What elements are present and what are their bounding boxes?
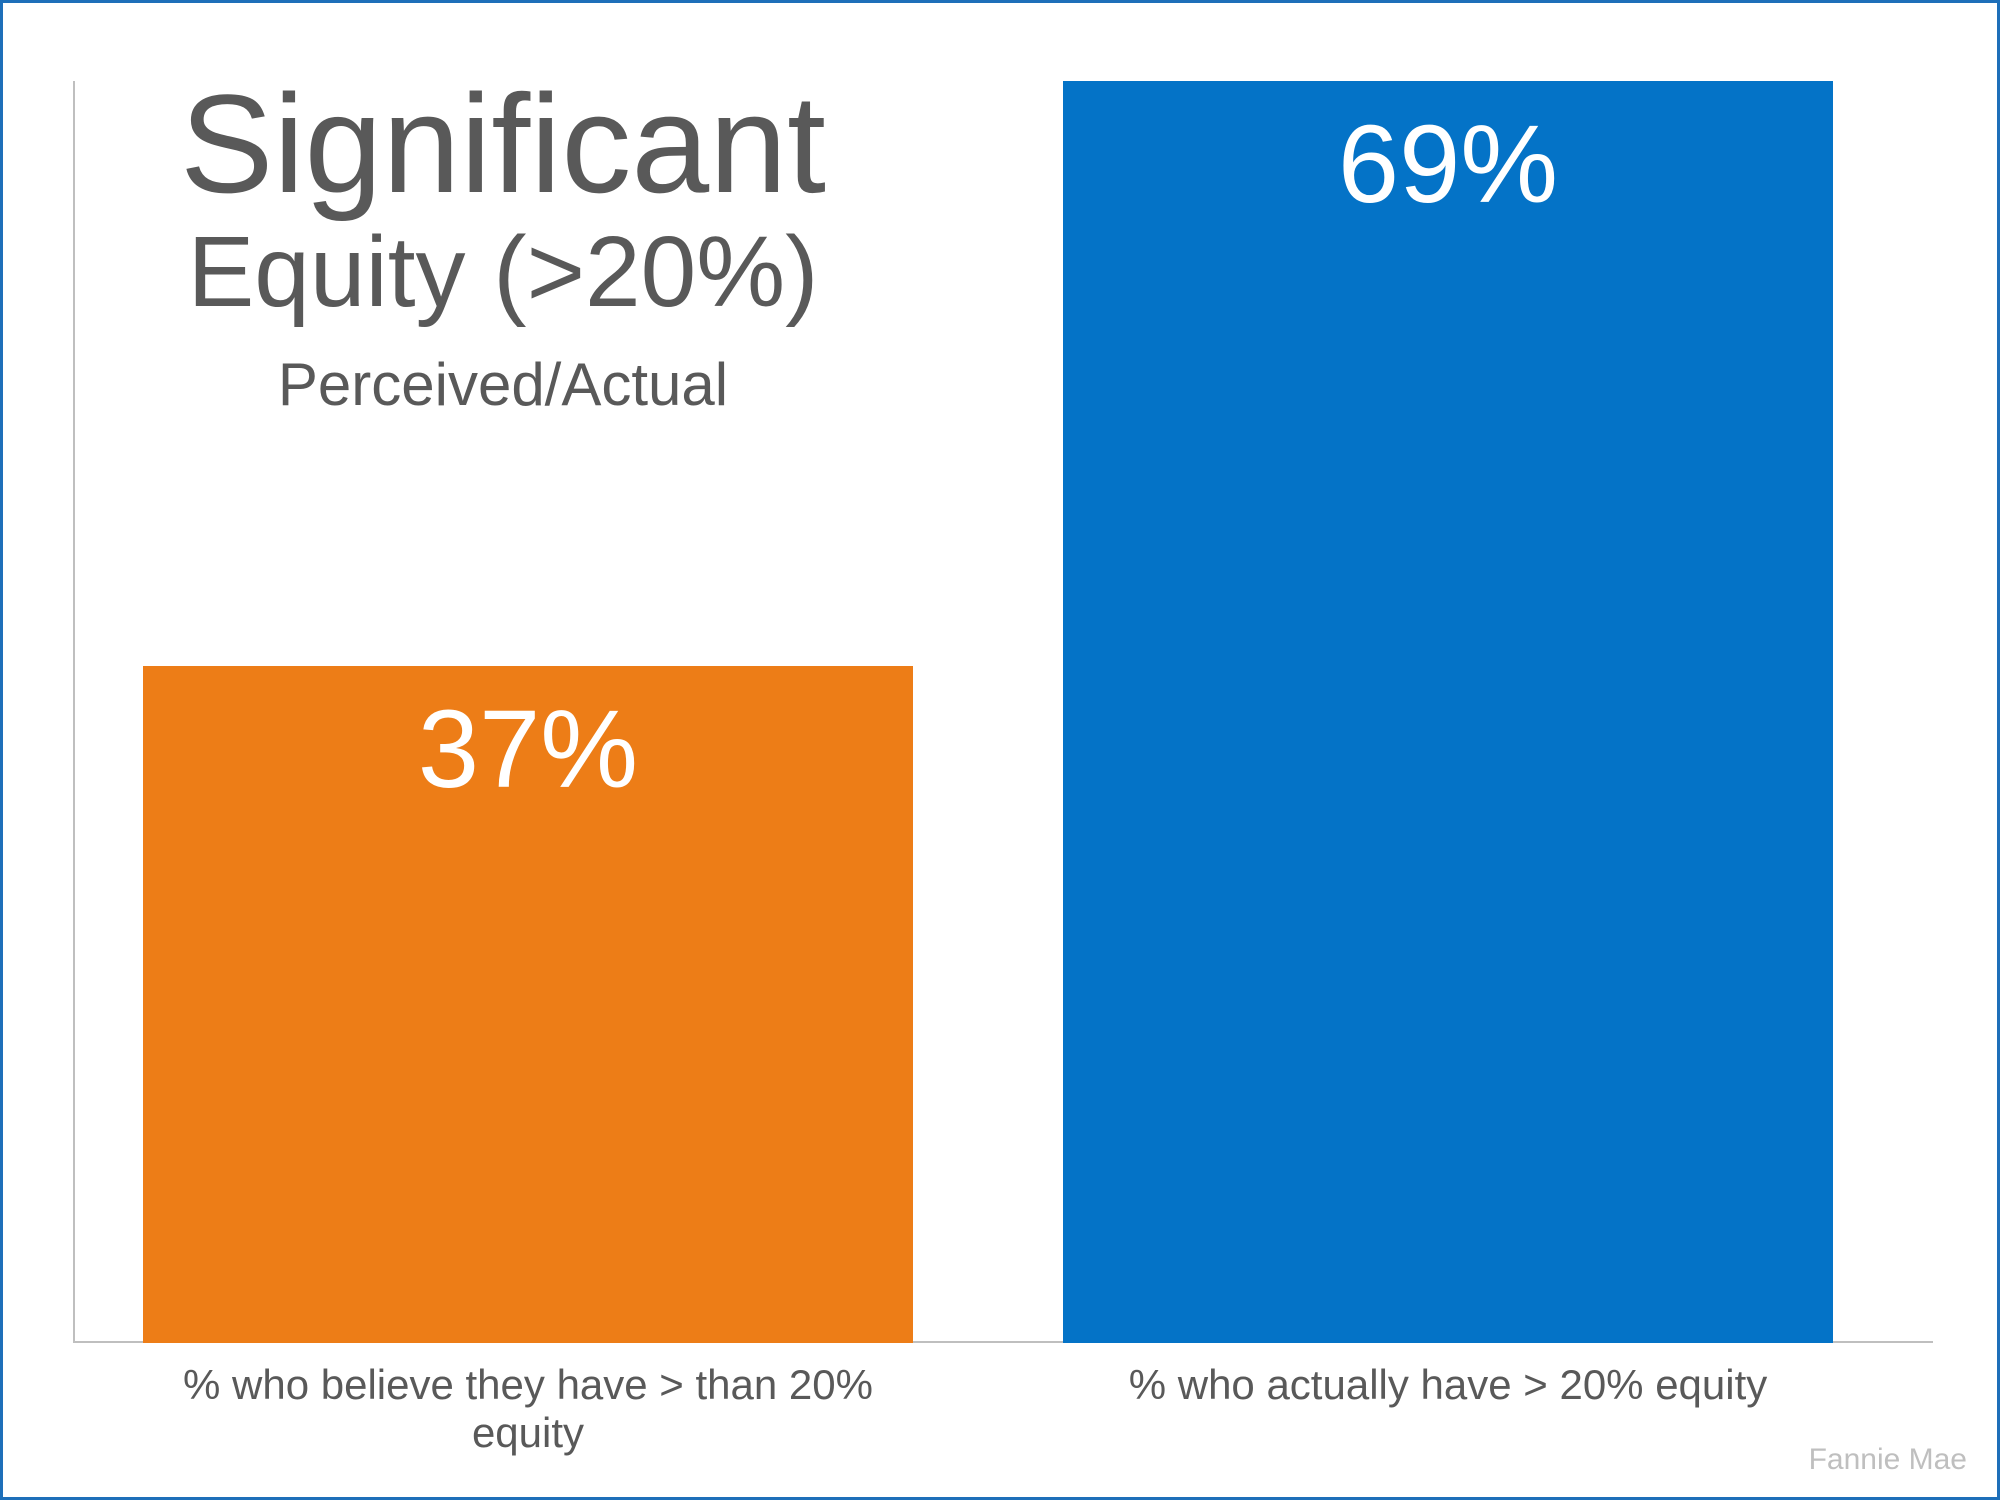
y-axis	[73, 81, 75, 1343]
x-label-actual: % who actually have > 20% equity	[1063, 1361, 1833, 1409]
bar-actual-value: 69%	[1063, 101, 1833, 228]
chart-area: 37% 69%	[73, 81, 1933, 1343]
x-label-perceived: % who believe they have > than 20% equit…	[143, 1361, 913, 1457]
bar-actual: 69%	[1063, 81, 1833, 1343]
chart-frame: Significant Equity (>20%) Perceived/Actu…	[0, 0, 2000, 1500]
attribution: Fannie Mae	[1809, 1443, 1967, 1477]
bar-perceived-value: 37%	[143, 686, 913, 813]
bar-perceived: 37%	[143, 666, 913, 1343]
